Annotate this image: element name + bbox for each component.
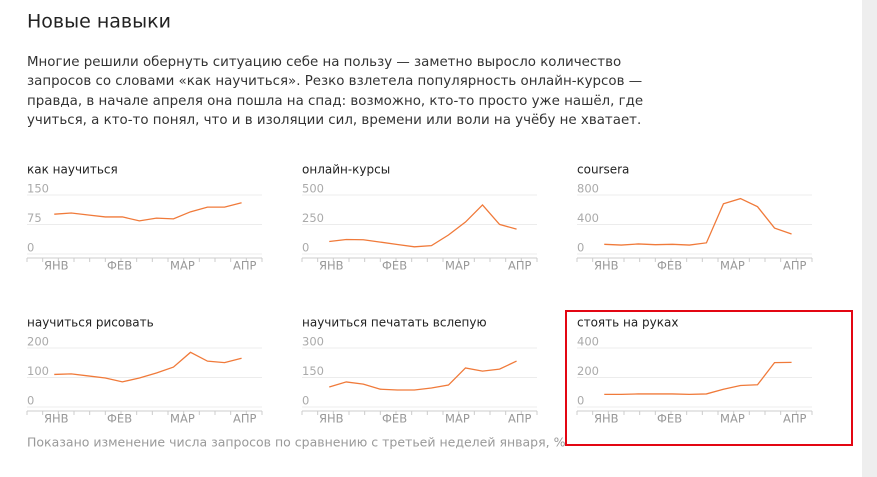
chart-title: стоять на руках [577,316,678,330]
y-tick-label: 0 [27,394,34,408]
chart-title: как научиться [27,163,118,177]
x-tick-label: ФЕВ [107,412,132,426]
y-tick-label: 250 [302,211,324,225]
x-tick-label: МАР [170,259,195,273]
y-tick-label: 400 [577,211,599,225]
footnote: Показано изменение числа запросов по сра… [27,435,566,450]
x-tick-label: АПР [508,259,532,273]
side-strip [862,0,877,477]
x-tick-label: ФЕВ [657,412,682,426]
x-tick-label: ЯНВ [594,259,619,273]
chart-title: научиться рисовать [27,316,154,330]
paragraph-line: учиться, а кто-то понял, что и в изоляци… [27,112,641,128]
y-tick-label: 0 [302,394,309,408]
paragraph-line: правда, в начале апреля она пошла на спа… [27,93,643,109]
x-tick-label: ЯНВ [594,412,619,426]
data-line [329,360,517,391]
paragraph-line: запросов со словами «как научиться». Рез… [27,74,642,89]
y-tick-label: 300 [302,335,324,349]
x-tick-label: ФЕВ [657,259,682,273]
chart-title: научиться печатать вслепую [302,316,487,330]
y-tick-label: 150 [302,364,324,378]
x-tick-label: АПР [233,259,257,273]
highlight-box [565,310,853,446]
x-tick-label: МАР [720,412,745,426]
y-tick-label: 400 [577,335,599,349]
x-tick-label: ФЕВ [382,259,407,273]
paragraph-line: Многие решили обернуть ситуацию себе на … [27,54,621,70]
y-tick-label: 150 [27,182,49,196]
y-tick-label: 200 [27,335,49,349]
heading: Новые навыки [27,11,171,33]
x-tick-label: ФЕВ [382,412,407,426]
y-tick-label: 0 [577,394,584,408]
x-tick-label: ФЕВ [107,259,132,273]
data-line [54,351,242,383]
x-tick-label: ЯНВ [44,412,69,426]
y-tick-label: 500 [302,182,324,196]
x-tick-label: АПР [233,412,257,426]
x-tick-label: МАР [720,259,745,273]
x-tick-label: ЯНВ [44,259,69,273]
data-line [604,361,792,396]
data-line [329,203,517,248]
x-tick-label: МАР [445,259,470,273]
y-tick-label: 800 [577,182,599,196]
y-tick-label: 200 [577,364,599,378]
data-line [54,202,242,222]
x-tick-label: АПР [783,412,807,426]
x-tick-label: МАР [170,412,195,426]
x-tick-label: МАР [445,412,470,426]
y-tick-label: 75 [27,211,42,225]
y-tick-label: 0 [302,241,309,255]
x-tick-label: АПР [783,259,807,273]
x-tick-label: ЯНВ [319,412,344,426]
chart-title: coursera [577,163,629,177]
chart-title: онлайн-курсы [302,163,390,177]
y-tick-label: 0 [577,241,584,255]
y-tick-label: 0 [27,241,34,255]
x-tick-label: АПР [508,412,532,426]
y-tick-label: 100 [27,364,49,378]
data-line [604,197,792,246]
x-tick-label: ЯНВ [319,259,344,273]
